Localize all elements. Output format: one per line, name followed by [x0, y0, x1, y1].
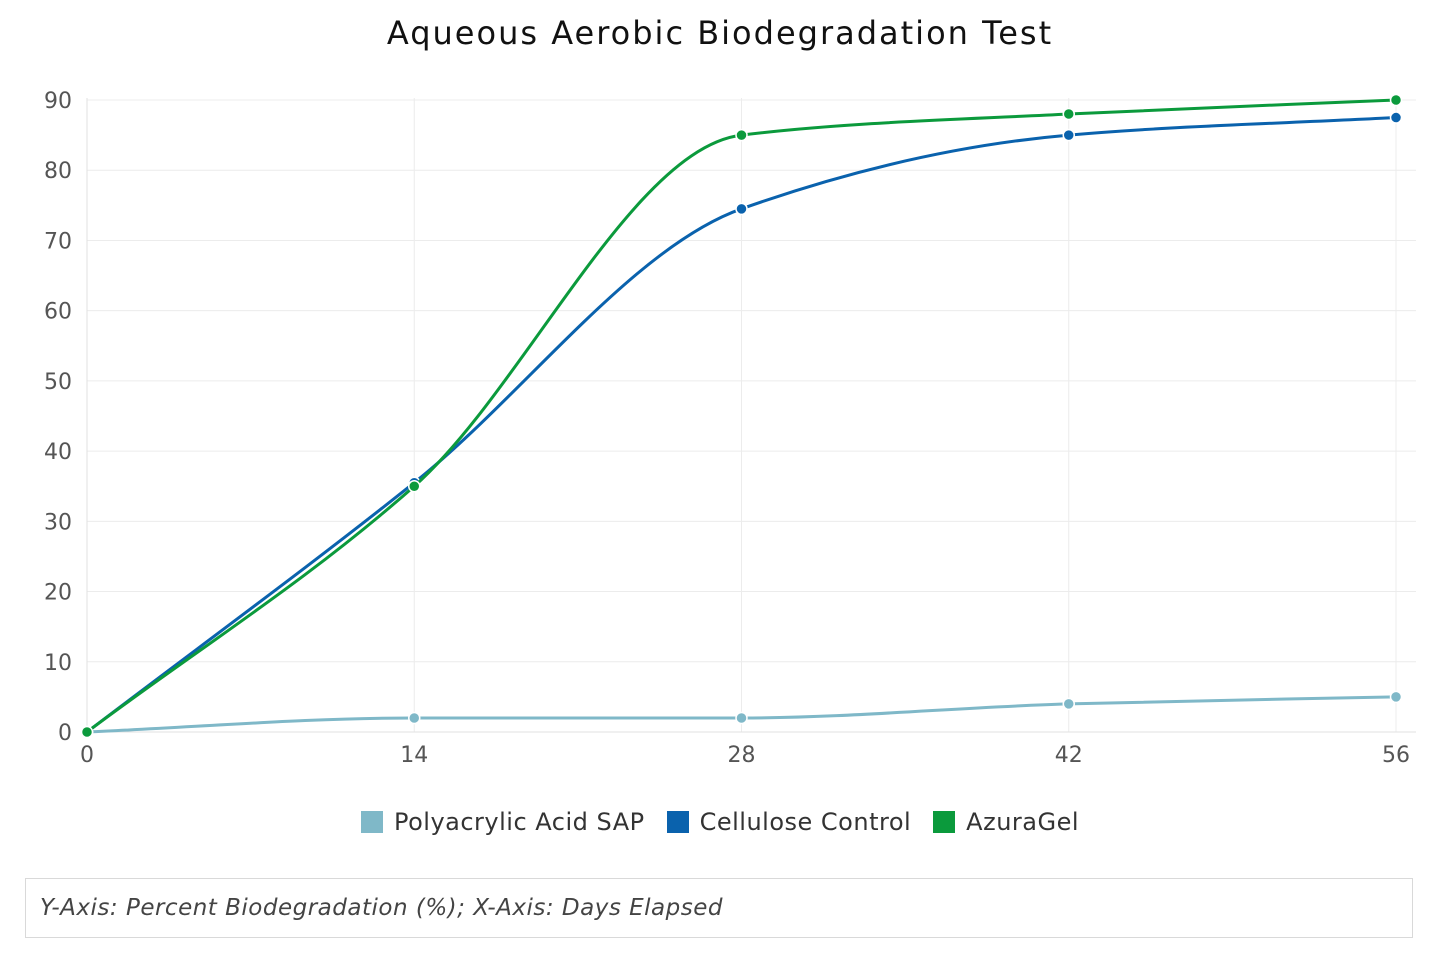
x-tick-label: 28: [728, 743, 756, 768]
data-point-2: [1062, 107, 1075, 121]
y-tick-label: 30: [44, 510, 72, 535]
y-tick-label: 40: [44, 440, 72, 465]
legend-label-polyacrylic: Polyacrylic Acid SAP: [393, 808, 645, 836]
y-tick-label: 0: [58, 721, 72, 746]
data-point-1: [1062, 128, 1075, 142]
data-point-0: [408, 711, 421, 725]
legend: Polyacrylic Acid SAP Cellulose Control A…: [0, 808, 1440, 836]
data-point-2: [1389, 93, 1403, 107]
legend-swatch-polyacrylic: [360, 811, 383, 833]
x-tick-label: 42: [1055, 743, 1083, 768]
legend-item-azuragel[interactable]: AzuraGel: [933, 808, 1079, 836]
axes: [86, 98, 1416, 733]
x-tick-label: 14: [400, 743, 428, 768]
data-point-2: [408, 479, 421, 493]
data-point-0: [1062, 697, 1075, 711]
chart-title: Aqueous Aerobic Biodegradation Test: [386, 14, 1054, 52]
y-tick-label: 10: [44, 651, 72, 676]
legend-swatch-azuragel: [933, 811, 956, 833]
y-tick-label: 90: [44, 89, 72, 114]
legend-swatch-cellulose: [666, 811, 689, 833]
series-line-2: [86, 98, 1397, 734]
series-lines: [80, 93, 1403, 739]
data-point-0: [735, 711, 748, 725]
series-line-1: [86, 116, 1397, 734]
x-tick-label: 56: [1382, 743, 1410, 768]
axis-caption: Y-Axis: Percent Biodegradation (%); X-Ax…: [25, 878, 1413, 938]
chart-plot: 0 10 20 30 40 50 60 70 80 90 0 14 28 42 56: [44, 89, 1416, 768]
y-tick-label: 20: [44, 581, 72, 606]
y-tick-label: 80: [44, 159, 72, 184]
data-point-2: [80, 725, 94, 739]
legend-item-cellulose[interactable]: Cellulose Control: [666, 808, 912, 836]
y-tick-label: 70: [44, 229, 72, 254]
legend-label-azuragel: AzuraGel: [966, 808, 1080, 836]
data-point-1: [1389, 111, 1403, 124]
data-point-1: [735, 202, 748, 216]
y-tick-label: 60: [44, 300, 72, 325]
grid-lines: [87, 98, 1416, 732]
tick-labels: 0 10 20 30 40 50 60 70 80 90 0 14 28 42 56: [44, 89, 1410, 768]
legend-item-polyacrylic[interactable]: Polyacrylic Acid SAP: [360, 808, 645, 836]
x-tick-label: 0: [80, 743, 94, 768]
data-point-2: [735, 128, 748, 142]
data-point-0: [1389, 690, 1403, 704]
legend-label-cellulose: Cellulose Control: [699, 808, 912, 836]
y-tick-label: 50: [44, 370, 72, 395]
